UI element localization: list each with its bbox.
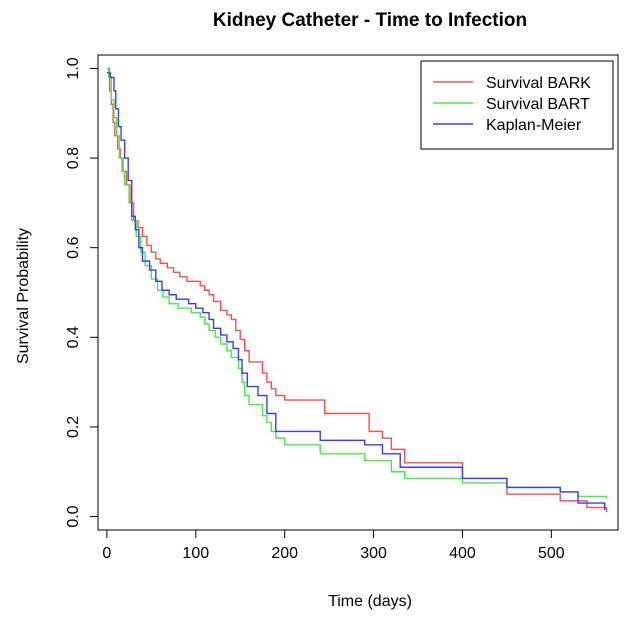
- x-tick-label: 100: [182, 545, 209, 562]
- series-line-survival-bart: [106, 67, 608, 499]
- x-tick-label: 400: [449, 545, 476, 562]
- y-tick-label: 0.2: [65, 416, 82, 438]
- y-tick-label: 0.4: [65, 326, 82, 348]
- series-line-kaplan-meier: [106, 72, 606, 510]
- y-axis-label: Survival Probability: [15, 228, 32, 364]
- x-tick-label: 0: [102, 545, 111, 562]
- x-tick-label: 200: [271, 545, 298, 562]
- legend-label: Kaplan-Meier: [486, 117, 582, 134]
- y-tick-label: 0.0: [65, 505, 82, 527]
- plot-frame: [97, 54, 619, 531]
- series-layer: [106, 67, 608, 513]
- y-tick-label: 0.8: [65, 147, 82, 169]
- legend-label: Survival BART: [486, 96, 590, 113]
- y-tick-label: 0.6: [65, 236, 82, 258]
- x-axis-label: Time (days): [328, 593, 412, 610]
- y-tick-label: 1.0: [65, 57, 82, 79]
- series-line-survival-bark: [106, 67, 608, 513]
- chart-title: Kidney Catheter - Time to Infection: [213, 10, 527, 31]
- x-tick-label: 300: [360, 545, 387, 562]
- legend-label: Survival BARK: [486, 75, 591, 92]
- x-tick-label: 500: [538, 545, 565, 562]
- legend-box: [420, 60, 614, 150]
- legend: Survival BARK Survival BART Kaplan-Meier: [420, 60, 614, 150]
